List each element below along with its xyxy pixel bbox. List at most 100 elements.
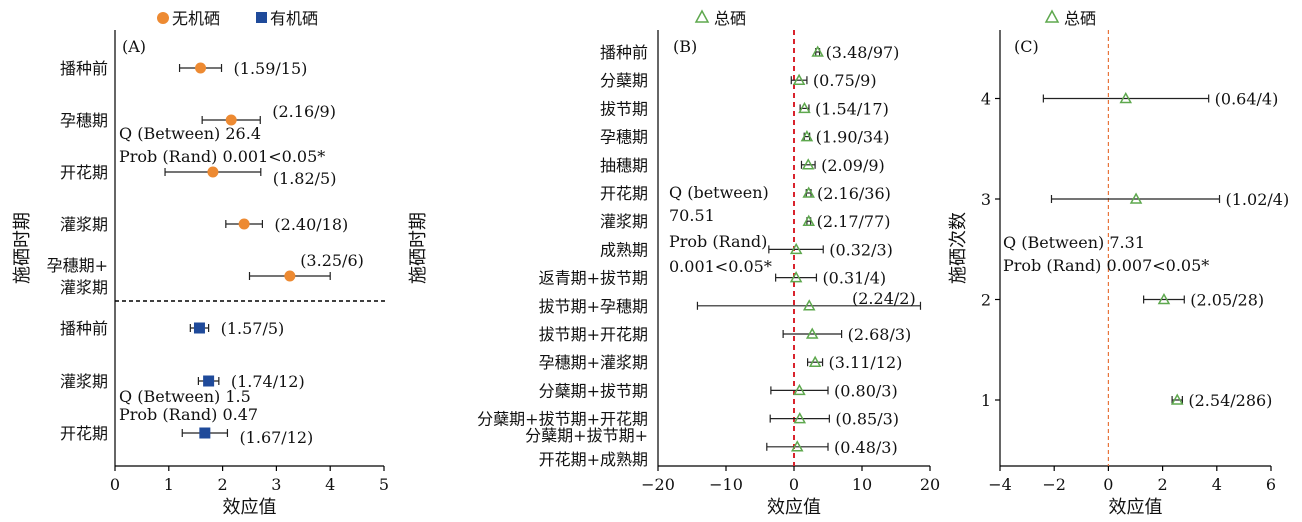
data-row xyxy=(802,214,816,226)
data-row xyxy=(790,73,808,85)
x-tick-label: 1 xyxy=(164,475,174,494)
legend-label-organic: 有机硒 xyxy=(270,9,318,28)
data-point xyxy=(798,101,811,114)
x-tick-label: 6 xyxy=(1266,475,1276,494)
data-point xyxy=(802,299,816,311)
data-point xyxy=(225,114,237,126)
value-label: (0.75/9) xyxy=(813,71,877,90)
data-row xyxy=(766,440,829,452)
panel-label: (A) xyxy=(122,37,146,56)
data-point xyxy=(193,322,205,334)
category-label: 灌浆期 xyxy=(60,215,108,234)
value-label: (1.74/12) xyxy=(231,372,305,391)
value-label: (2.17/77) xyxy=(817,212,891,231)
value-label: (1.57/5) xyxy=(221,319,285,338)
data-point xyxy=(199,427,211,439)
data-row xyxy=(800,158,816,170)
x-axis-title: 效应值 xyxy=(223,497,277,518)
prob-statistic: Prob (Rand) 0.007<0.05* xyxy=(1003,256,1209,275)
data-point xyxy=(801,158,815,170)
panel-label: (C) xyxy=(1014,37,1039,56)
data-row xyxy=(248,270,331,282)
data-row xyxy=(770,383,829,396)
value-label: (0.64/4) xyxy=(1215,90,1279,109)
y-axis-title: 施硒次数 xyxy=(948,212,969,284)
value-label: (0.31/4) xyxy=(822,269,886,288)
legend-circle-marker xyxy=(157,12,169,24)
data-row xyxy=(806,355,824,367)
data-row xyxy=(802,186,815,198)
category-label: 拔节期+开花期 xyxy=(539,325,648,344)
value-label: (2.16/36) xyxy=(817,184,891,203)
x-tick-label: −4 xyxy=(988,475,1012,494)
data-point xyxy=(793,412,807,424)
value-label: (2.40/18) xyxy=(274,215,348,234)
x-tick-label: 5 xyxy=(379,475,389,494)
x-tick-label: 0 xyxy=(110,475,120,494)
data-point xyxy=(238,218,250,230)
y-tick-label: 3 xyxy=(981,190,991,209)
category-label: 孕穗期+灌浆期 xyxy=(539,353,648,372)
value-label: (0.80/3) xyxy=(834,381,898,400)
value-label: (1.82/5) xyxy=(273,169,337,188)
y-tick-label: 2 xyxy=(981,291,991,310)
y-axis-title: 施硒时期 xyxy=(12,212,33,284)
category-label: 播种前 xyxy=(600,43,648,62)
value-label: (3.11/12) xyxy=(829,353,903,372)
value-label: (3.25/6) xyxy=(300,251,364,270)
category-label: 开花期 xyxy=(60,424,108,443)
value-label: (0.32/3) xyxy=(829,240,893,259)
value-label: (1.54/17) xyxy=(815,99,889,118)
data-point xyxy=(1129,192,1143,204)
data-row xyxy=(201,114,261,126)
value-label: (3.48/97) xyxy=(826,43,900,62)
category-label: 播种前 xyxy=(60,59,108,78)
prob-statistic: Prob (Rand) 0.001<0.05* xyxy=(119,147,325,166)
category-label: 返青期+拔节期 xyxy=(539,269,648,288)
q-statistic: Q (Between) 26.4 xyxy=(119,124,261,143)
x-axis-title: 效应值 xyxy=(767,497,821,518)
data-row xyxy=(1170,393,1184,405)
x-tick-label: 4 xyxy=(1212,475,1222,494)
legend-triangle-marker xyxy=(1044,9,1060,23)
value-label: (0.48/3) xyxy=(834,438,898,457)
category-label: 播种前 xyxy=(60,319,108,338)
x-tick-label: 3 xyxy=(271,475,281,494)
category-label: 灌浆期 xyxy=(600,212,648,231)
data-point xyxy=(802,214,816,226)
data-row xyxy=(1050,192,1221,204)
data-row xyxy=(775,271,818,283)
data-row xyxy=(189,322,210,334)
q-statistic: Q (Between) 1.5 xyxy=(119,387,251,406)
value-label: (1.67/12) xyxy=(239,428,313,447)
data-row xyxy=(800,130,814,142)
data-point xyxy=(805,327,819,339)
data-point xyxy=(800,130,814,142)
y-tick-label: 4 xyxy=(981,90,991,109)
category-label: 分蘖期+拔节期 xyxy=(539,381,648,400)
data-point xyxy=(793,383,806,396)
data-point xyxy=(792,73,806,85)
x-tick-label: 10 xyxy=(852,475,872,494)
value-label: (0.85/3) xyxy=(835,410,899,429)
legend-panel-a: 无机硒 有机硒 xyxy=(157,9,318,28)
data-point xyxy=(195,62,207,74)
data-row xyxy=(181,427,229,439)
data-point xyxy=(1170,393,1184,405)
x-tick-label: 2 xyxy=(218,475,228,494)
x-tick-label: 2 xyxy=(1158,475,1168,494)
x-tick-label: −10 xyxy=(709,475,743,494)
data-point xyxy=(207,166,219,178)
value-label: (1.90/34) xyxy=(816,128,890,147)
category-label: 分蘖期 xyxy=(600,71,648,90)
legend-label-total-c: 总硒 xyxy=(1064,9,1096,28)
data-point xyxy=(808,355,822,367)
value-label: (1.59/15) xyxy=(234,59,308,78)
data-row xyxy=(164,166,262,178)
x-tick-label: 0 xyxy=(789,475,799,494)
legend-panel-b: 总硒 xyxy=(694,9,746,28)
prob-statistic-value: 0.001<0.05* xyxy=(669,257,772,276)
data-row xyxy=(769,412,830,424)
data-point xyxy=(802,186,815,198)
